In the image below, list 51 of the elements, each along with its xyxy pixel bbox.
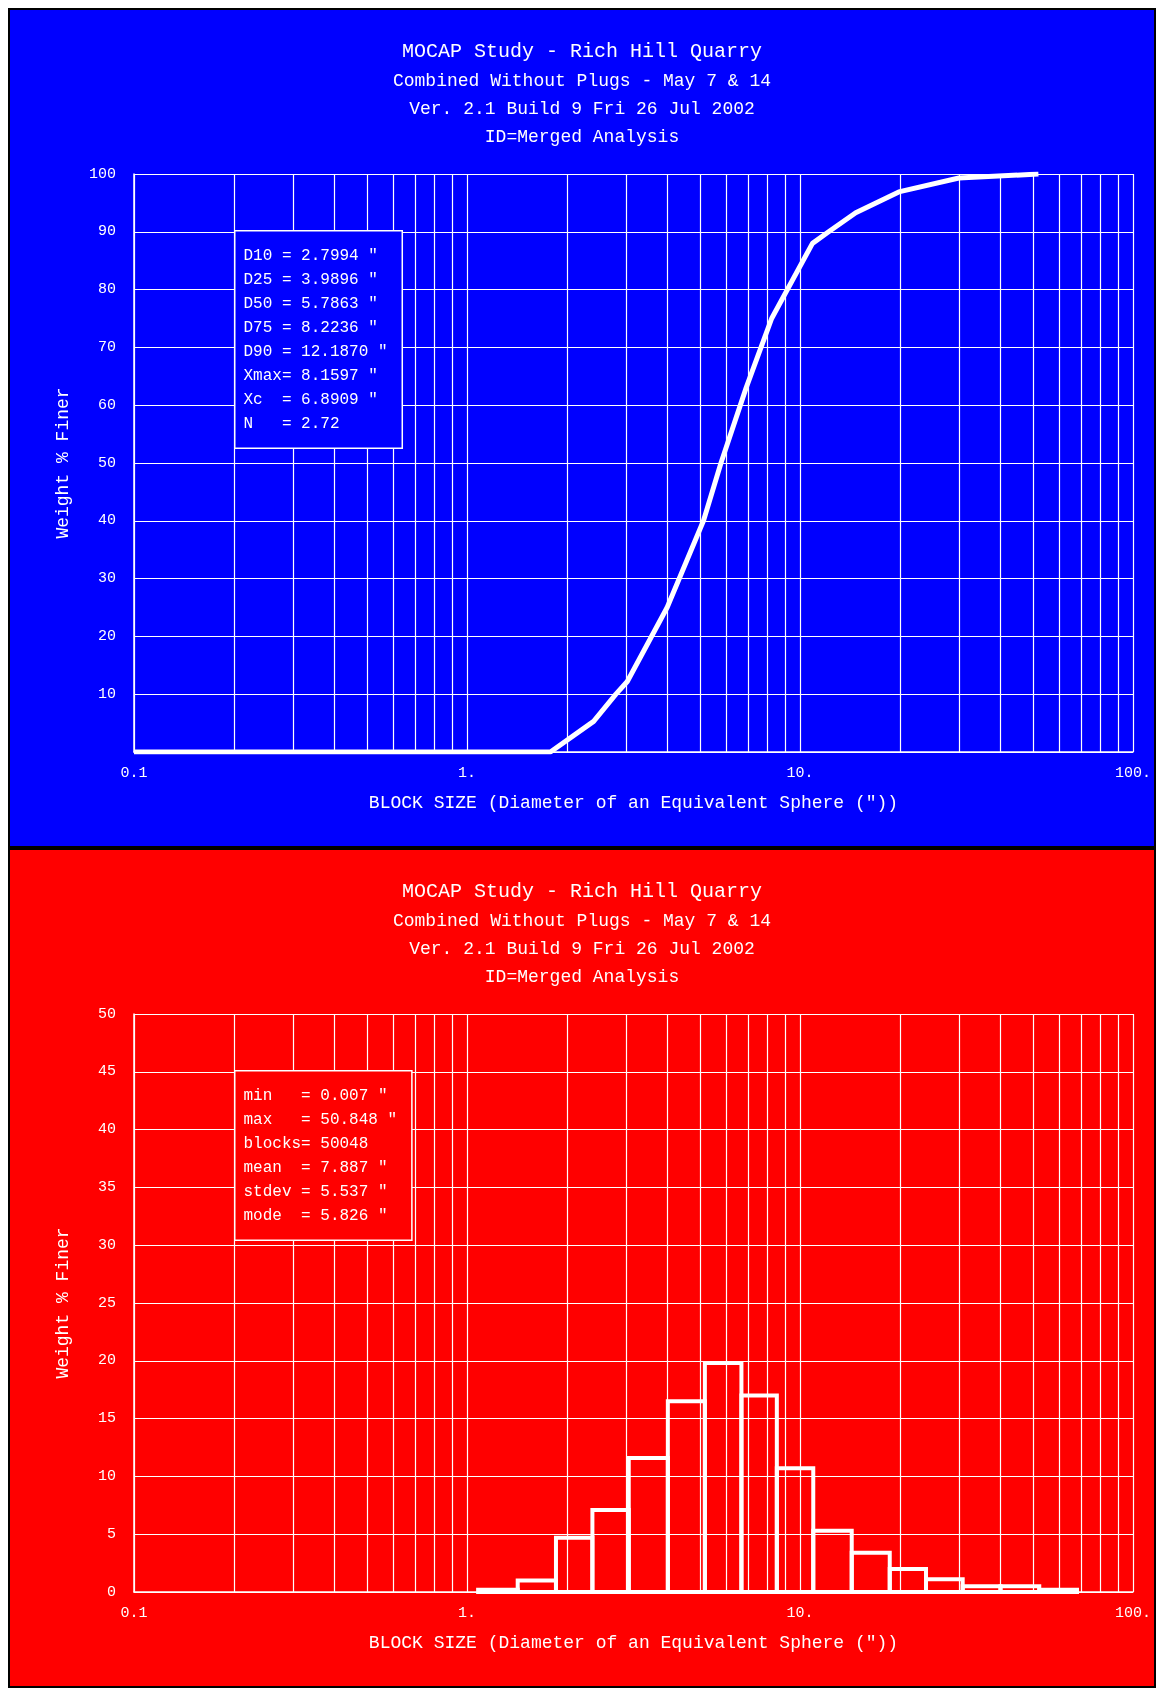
annotation: max = 50.848 " [243, 1110, 398, 1129]
chart-title: MOCAP Study - Rich Hill Quarry [401, 879, 763, 903]
y-tick-label: 90 [97, 223, 116, 241]
y-tick-label: 70 [97, 338, 116, 356]
y-tick-label: 25 [97, 1294, 116, 1312]
y-tick-label: 40 [97, 1121, 116, 1139]
annotation: D90 = 12.1870 " [243, 342, 388, 361]
x-tick-label: 100. [1114, 1605, 1151, 1622]
y-axis-title: Weight % Finer [53, 387, 73, 539]
y-tick-label: 50 [97, 454, 116, 472]
annotation: N = 2.72 [243, 414, 340, 433]
y-axis-title: Weight % Finer [53, 1227, 73, 1379]
y-tick-label: 50 [97, 1005, 116, 1023]
x-tick-label: 0.1 [120, 1605, 148, 1622]
x-tick-label: 100. [1114, 765, 1151, 782]
x-tick-label: 1. [457, 765, 477, 782]
y-tick-label: 40 [97, 512, 116, 530]
chart-subtitle: Combined Without Plugs - May 7 & 14 Ver. 2.1 Build 9 Fri 26 Jul 2002 ID=Merged Analysis [392, 71, 772, 147]
y-tick-label: 0 [106, 1583, 116, 1601]
y-tick-label: 60 [97, 396, 116, 414]
y-tick-label: 100 [88, 165, 116, 183]
y-tick-label: 10 [97, 1467, 116, 1485]
y-tick-label: 20 [97, 1352, 116, 1370]
annotation: stdev = 5.537 " [243, 1182, 388, 1201]
x-tick-label: 0.1 [120, 765, 148, 782]
chart-subtitle: Combined Without Plugs - May 7 & 14 Ver. 2.1 Build 9 Fri 26 Jul 2002 ID=Merged Analysis [392, 911, 772, 987]
annotation: D25 = 3.9896 " [243, 270, 378, 289]
x-axis-title: BLOCK SIZE (Diameter of an Equivalent Sphere (")) [368, 1633, 899, 1653]
x-tick-label: 10. [786, 1605, 814, 1622]
annotation: Xc = 6.8909 " [243, 390, 378, 409]
y-tick-label: 45 [97, 1063, 116, 1081]
y-tick-label: 30 [97, 1236, 116, 1254]
annotation: D75 = 8.2236 " [243, 318, 378, 337]
y-tick-label: 10 [97, 685, 116, 703]
y-tick-label: 20 [97, 627, 116, 645]
annotation: Xmax= 8.1597 " [243, 366, 378, 385]
y-tick-label: 80 [97, 281, 116, 299]
x-tick-label: 1. [457, 1605, 477, 1622]
annotation: min = 0.007 " [243, 1086, 388, 1105]
y-tick-label: 15 [97, 1410, 116, 1428]
y-tick-label: 30 [97, 570, 116, 588]
x-tick-label: 10. [786, 765, 814, 782]
annotation: blocks= 50048 [243, 1134, 369, 1153]
x-axis-title: BLOCK SIZE (Diameter of an Equivalent Sphere (")) [368, 793, 899, 813]
annotation: D50 = 5.7863 " [243, 294, 378, 313]
annotation: mean = 7.887 " [243, 1158, 388, 1177]
annotation: D10 = 2.7994 " [243, 246, 378, 265]
y-tick-label: 5 [106, 1525, 116, 1543]
annotation: mode = 5.826 " [243, 1206, 388, 1225]
chart-title: MOCAP Study - Rich Hill Quarry [401, 39, 763, 63]
y-tick-label: 35 [97, 1178, 116, 1196]
